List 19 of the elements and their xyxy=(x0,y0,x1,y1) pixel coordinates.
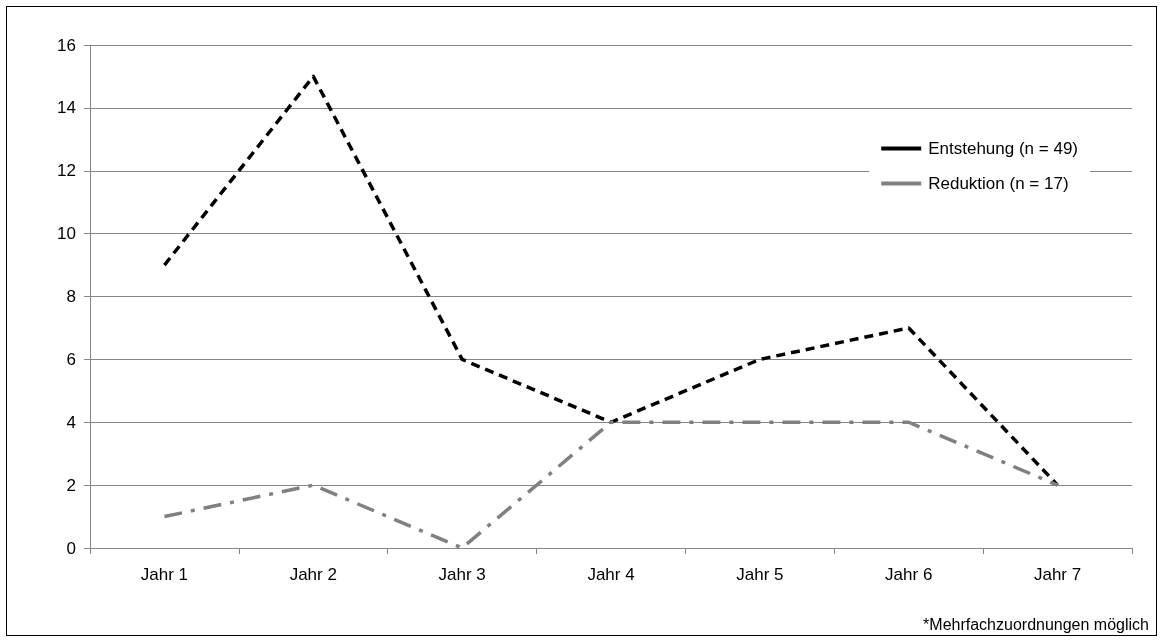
x-tick-label: Jahr 5 xyxy=(736,565,784,584)
y-tick-label: 10 xyxy=(57,224,76,244)
y-tick-label: 6 xyxy=(66,349,76,369)
x-tick-label: Jahr 2 xyxy=(289,565,337,584)
y-tick-label: 2 xyxy=(66,475,76,495)
x-tick-label: Jahr 7 xyxy=(1033,565,1082,584)
text: *Mehrfachzuordnungen möglich xyxy=(923,615,1150,633)
y-tick-label: 8 xyxy=(66,287,76,306)
y-tick-label: 0 xyxy=(66,538,76,558)
x-tick-label: Jahr 3 xyxy=(438,565,486,584)
legend-label: Entstehung (n = 49) xyxy=(928,139,1078,158)
y-tick-label: 4 xyxy=(66,412,76,432)
x-tick-label: Jahr 4 xyxy=(587,565,635,584)
legend-label: Reduktion (n = 17) xyxy=(928,174,1069,193)
y-tick-label: 12 xyxy=(57,161,76,181)
y-tick-label: 14 xyxy=(57,98,76,118)
x-tick-label: Jahr 6 xyxy=(885,565,933,584)
x-tick-label: Jahr 1 xyxy=(140,565,189,584)
y-tick-label: 16 xyxy=(57,35,76,55)
